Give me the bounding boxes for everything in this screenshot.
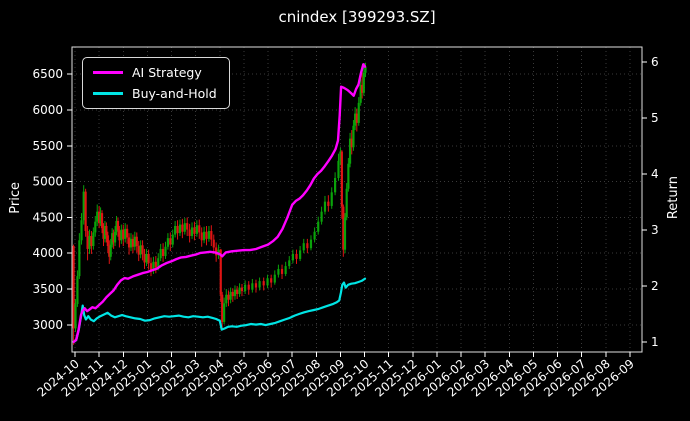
axis-ticks [67, 61, 647, 357]
price-tick-label: 3500 [32, 282, 63, 296]
price-tick-label: 5000 [32, 175, 63, 189]
price-candles [72, 62, 367, 345]
series-line-buy-and-hold [72, 277, 367, 343]
return-tick-label: 5 [651, 111, 659, 125]
buy-and-hold-line-swatch [93, 92, 123, 95]
price-tick-label: 4000 [32, 246, 63, 260]
return-tick-label: 2 [651, 279, 659, 293]
legend-label-buy-and-hold: Buy-and-Hold [132, 86, 217, 101]
legend-label-ai-strategy: AI Strategy [132, 65, 202, 80]
price-tick-label: 6500 [32, 67, 63, 81]
return-tick-label: 4 [651, 167, 659, 181]
return-tick-label: 1 [651, 335, 659, 349]
price-tick-label: 6000 [32, 103, 63, 117]
left-axis-label: Price [8, 182, 23, 214]
price-tick-label: 3000 [32, 318, 63, 332]
plot-border [71, 46, 643, 353]
return-tick-label: 6 [651, 55, 659, 69]
legend: AI Strategy Buy-and-Hold [82, 57, 230, 109]
return-tick-label: 3 [651, 223, 659, 237]
price-tick-label: 5500 [32, 139, 63, 153]
legend-item-buy-and-hold: Buy-and-Hold [93, 86, 217, 101]
price-tick-label: 4500 [32, 210, 63, 224]
series-line-ai-strategy [72, 63, 367, 344]
ai-strategy-line-swatch [93, 71, 123, 74]
legend-item-ai-strategy: AI Strategy [93, 65, 217, 80]
chart-title: cnindex [399293.SZ] [278, 8, 436, 26]
right-axis-label: Return [666, 176, 681, 220]
